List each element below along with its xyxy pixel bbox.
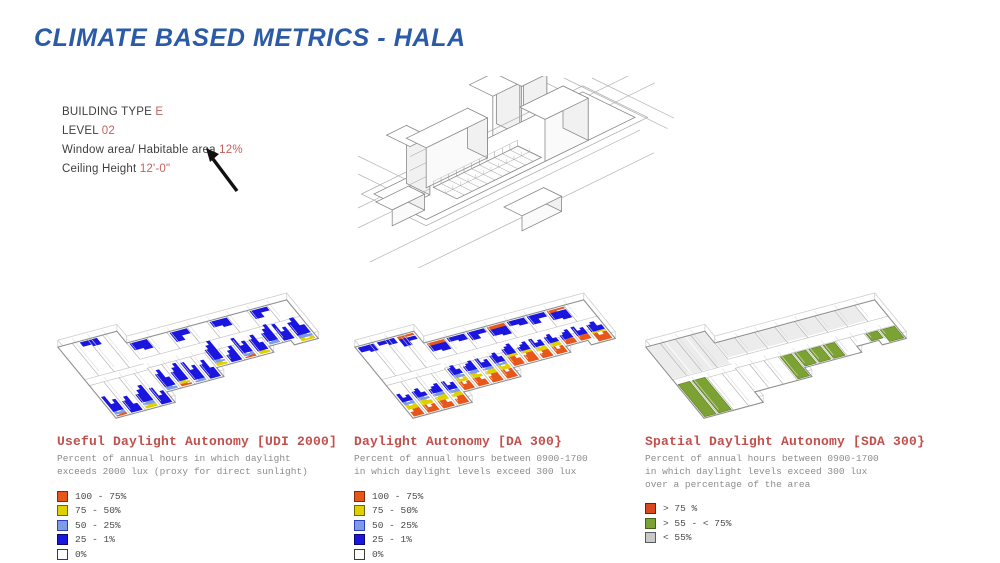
metric-title: Useful Daylight Autonomy [UDI 2000] <box>57 434 338 449</box>
legend-swatch <box>645 532 656 544</box>
legend-swatch <box>645 503 656 515</box>
ceiling-height-row: Ceiling Height 12'-0" <box>62 160 243 179</box>
floorplan-diagram-udi <box>56 292 320 419</box>
metric-description: Percent of annual hours between 0900-170… <box>645 453 879 490</box>
legend: 100 - 75% 75 - 50% 50 - 25% 25 - 1% 0% <box>50 490 350 560</box>
legend-item: 0% <box>57 548 350 560</box>
metric-panel-udi: Useful Daylight Autonomy [UDI 2000] Perc… <box>50 276 350 563</box>
legend-label: 50 - 25% <box>372 519 418 531</box>
legend-item: 50 - 25% <box>57 519 350 531</box>
legend-item: 0% <box>354 548 647 560</box>
legend-swatch <box>354 490 365 502</box>
building-info: BUILDING TYPE E LEVEL 02 Window area/ Ha… <box>62 103 243 179</box>
metric-panel-sda: Spatial Daylight Autonomy [SDA 300} Perc… <box>638 276 938 547</box>
legend-item: 50 - 25% <box>354 519 647 531</box>
legend-item: 75 - 50% <box>57 505 350 517</box>
legend-swatch <box>57 548 68 560</box>
metric-description: Percent of annual hours between 0900-170… <box>354 453 588 477</box>
building-type-label: BUILDING TYPE <box>62 106 152 118</box>
metric-title: Spatial Daylight Autonomy [SDA 300} <box>645 434 926 449</box>
metric-panel-da: Daylight Autonomy [DA 300} Percent of an… <box>347 276 647 563</box>
legend-item: < 55% <box>645 532 938 544</box>
legend-swatch <box>645 517 656 529</box>
building-type-value: E <box>155 106 164 118</box>
legend-item: > 75 % <box>645 503 938 515</box>
legend-label: 75 - 50% <box>372 505 418 517</box>
metric-title: Daylight Autonomy [DA 300} <box>354 434 563 449</box>
legend-label: > 55 - < 75% <box>663 517 732 529</box>
legend-label: < 55% <box>663 532 692 544</box>
window-area-value: 12% <box>219 144 243 156</box>
legend-swatch <box>354 519 365 531</box>
building-type-row: BUILDING TYPE E <box>62 103 243 122</box>
legend-swatch <box>354 534 365 546</box>
legend-label: 75 - 50% <box>75 505 121 517</box>
annotation-arrow-icon <box>201 144 245 198</box>
legend: > 75 % > 55 - < 75% < 55% <box>638 503 938 544</box>
legend-item: > 55 - < 75% <box>645 517 938 529</box>
window-area-label: Window area/ Habitable area <box>62 144 216 156</box>
building-axonometric-drawing <box>356 61 678 277</box>
legend-item: 100 - 75% <box>354 490 647 502</box>
legend-label: 0% <box>75 548 87 560</box>
floorplan-diagram-da <box>353 292 617 419</box>
legend-item: 25 - 1% <box>354 534 647 546</box>
legend-swatch <box>354 548 365 560</box>
legend-label: 100 - 75% <box>75 490 127 502</box>
ceiling-height-value: 12'-0" <box>139 163 171 175</box>
metric-description: Percent of annual hours in which dayligh… <box>57 453 308 477</box>
legend-label: > 75 % <box>663 503 698 515</box>
page-title: CLIMATE BASED METRICS - HALA <box>34 24 466 52</box>
legend-item: 100 - 75% <box>57 490 350 502</box>
legend-item: 25 - 1% <box>57 534 350 546</box>
legend-swatch <box>57 519 68 531</box>
floorplan-diagram-sda <box>644 292 908 419</box>
ceiling-height-label: Ceiling Height <box>62 163 137 175</box>
level-row: LEVEL 02 <box>62 122 243 141</box>
legend-label: 100 - 75% <box>372 490 424 502</box>
legend-label: 25 - 1% <box>372 534 412 546</box>
legend-swatch <box>354 505 365 517</box>
legend-swatch <box>57 490 68 502</box>
legend-label: 0% <box>372 548 384 560</box>
level-label: LEVEL <box>62 125 99 137</box>
legend: 100 - 75% 75 - 50% 50 - 25% 25 - 1% 0% <box>347 490 647 560</box>
legend-item: 75 - 50% <box>354 505 647 517</box>
legend-swatch <box>57 505 68 517</box>
legend-swatch <box>57 534 68 546</box>
legend-label: 25 - 1% <box>75 534 115 546</box>
window-area-row: Window area/ Habitable area 12% <box>62 141 243 160</box>
level-value: 02 <box>101 125 115 137</box>
legend-label: 50 - 25% <box>75 519 121 531</box>
